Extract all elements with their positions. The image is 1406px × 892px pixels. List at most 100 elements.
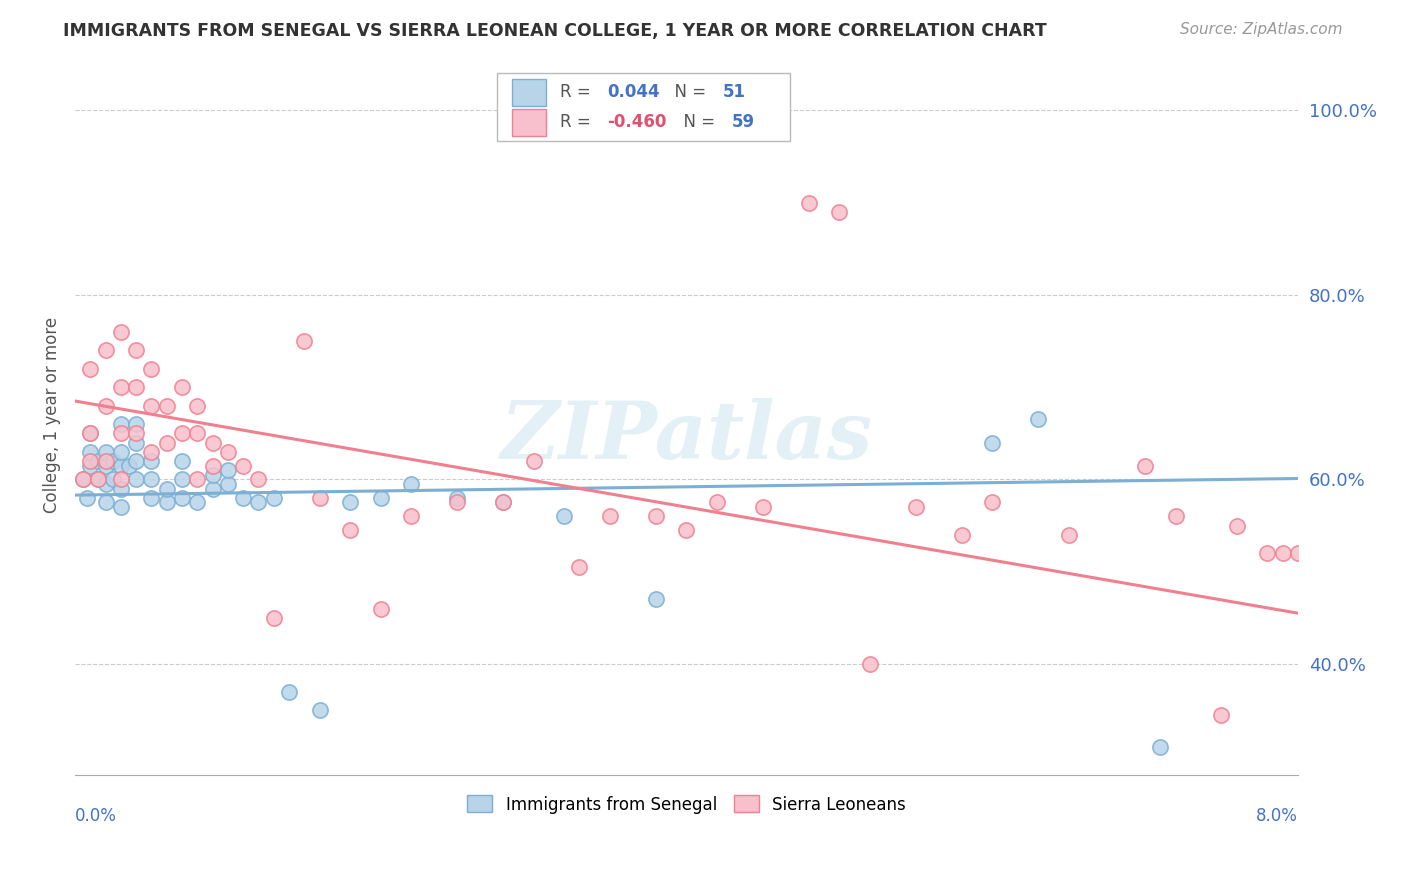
Point bbox=[186, 426, 208, 441]
Point bbox=[110, 500, 132, 514]
Point bbox=[1286, 546, 1309, 560]
Point bbox=[125, 472, 148, 486]
Point bbox=[186, 472, 208, 486]
Point bbox=[828, 205, 851, 219]
Point bbox=[186, 495, 208, 509]
Point bbox=[492, 495, 515, 509]
Point bbox=[103, 454, 125, 468]
Point bbox=[141, 491, 163, 505]
Point bbox=[170, 454, 193, 468]
Point bbox=[141, 454, 163, 468]
Point bbox=[156, 435, 179, 450]
Text: N =: N = bbox=[673, 113, 720, 131]
Point bbox=[1271, 546, 1294, 560]
Point bbox=[125, 380, 148, 394]
Point bbox=[1256, 546, 1278, 560]
Point bbox=[644, 592, 666, 607]
Point bbox=[217, 463, 239, 477]
Point bbox=[217, 444, 239, 458]
Point bbox=[247, 495, 270, 509]
Point bbox=[752, 500, 775, 514]
Point bbox=[339, 523, 361, 537]
Point bbox=[110, 472, 132, 486]
Point bbox=[110, 444, 132, 458]
Point bbox=[79, 426, 101, 441]
Legend: Immigrants from Senegal, Sierra Leoneans: Immigrants from Senegal, Sierra Leoneans bbox=[461, 789, 912, 821]
Point bbox=[201, 467, 224, 482]
Point bbox=[125, 435, 148, 450]
Point bbox=[79, 454, 101, 468]
Point bbox=[446, 495, 468, 509]
Point bbox=[94, 477, 117, 491]
Point bbox=[94, 343, 117, 358]
Text: 0.0%: 0.0% bbox=[75, 807, 117, 825]
Point bbox=[76, 491, 98, 505]
Point bbox=[79, 361, 101, 376]
Point bbox=[553, 509, 575, 524]
Point bbox=[110, 325, 132, 339]
Point bbox=[492, 495, 515, 509]
Point bbox=[79, 444, 101, 458]
Y-axis label: College, 1 year or more: College, 1 year or more bbox=[44, 317, 60, 513]
Point bbox=[186, 399, 208, 413]
Text: N =: N = bbox=[665, 83, 711, 102]
Point bbox=[94, 444, 117, 458]
Point bbox=[125, 343, 148, 358]
Point bbox=[141, 472, 163, 486]
Point bbox=[87, 472, 110, 486]
Point bbox=[950, 528, 973, 542]
Point bbox=[125, 426, 148, 441]
Point bbox=[79, 426, 101, 441]
Point bbox=[644, 509, 666, 524]
Point bbox=[170, 426, 193, 441]
Point bbox=[110, 417, 132, 431]
Point bbox=[401, 509, 423, 524]
Point bbox=[706, 495, 728, 509]
Point bbox=[859, 657, 882, 671]
Point bbox=[247, 472, 270, 486]
Point bbox=[110, 426, 132, 441]
Text: IMMIGRANTS FROM SENEGAL VS SIERRA LEONEAN COLLEGE, 1 YEAR OR MORE CORRELATION CH: IMMIGRANTS FROM SENEGAL VS SIERRA LEONEA… bbox=[63, 22, 1047, 40]
Point bbox=[1133, 458, 1156, 473]
Point bbox=[1164, 509, 1187, 524]
Point bbox=[87, 454, 110, 468]
Point bbox=[981, 495, 1004, 509]
Point bbox=[339, 495, 361, 509]
Point bbox=[278, 684, 301, 698]
Point bbox=[94, 458, 117, 473]
Point bbox=[292, 334, 315, 348]
Point bbox=[72, 472, 94, 486]
Point bbox=[797, 195, 820, 210]
Point bbox=[1226, 518, 1249, 533]
Point bbox=[201, 458, 224, 473]
Point bbox=[141, 361, 163, 376]
Point bbox=[1057, 528, 1080, 542]
Point bbox=[72, 472, 94, 486]
Point bbox=[110, 458, 132, 473]
Point bbox=[110, 482, 132, 496]
Point bbox=[1211, 707, 1233, 722]
Text: R =: R = bbox=[561, 83, 596, 102]
Text: -0.460: -0.460 bbox=[607, 113, 666, 131]
Point bbox=[87, 472, 110, 486]
Point bbox=[1026, 412, 1049, 426]
Point bbox=[599, 509, 621, 524]
Point bbox=[94, 495, 117, 509]
Point bbox=[156, 482, 179, 496]
FancyBboxPatch shape bbox=[496, 73, 790, 142]
Point bbox=[446, 491, 468, 505]
Point bbox=[201, 435, 224, 450]
Point bbox=[125, 417, 148, 431]
Point bbox=[125, 454, 148, 468]
Point bbox=[263, 491, 285, 505]
Point bbox=[110, 380, 132, 394]
Point bbox=[141, 444, 163, 458]
Point bbox=[904, 500, 927, 514]
Text: R =: R = bbox=[561, 113, 596, 131]
Point bbox=[370, 491, 392, 505]
Point bbox=[401, 477, 423, 491]
Bar bbox=[512, 78, 546, 106]
Point bbox=[217, 477, 239, 491]
Point bbox=[103, 472, 125, 486]
Point bbox=[170, 380, 193, 394]
